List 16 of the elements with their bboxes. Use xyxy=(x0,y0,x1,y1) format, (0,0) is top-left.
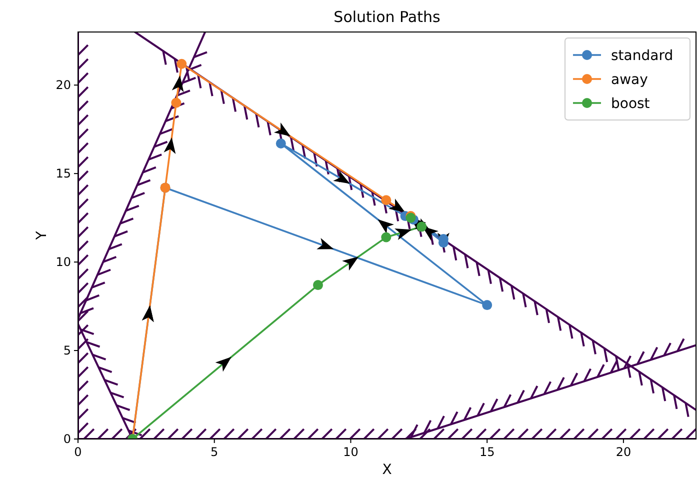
x-tick-label: 20 xyxy=(616,445,632,459)
legend-label: standard xyxy=(611,48,674,64)
x-tick-label: 5 xyxy=(210,445,218,459)
chart-title: Solution Paths xyxy=(334,8,441,26)
legend-label: away xyxy=(611,72,648,88)
x-tick-label: 10 xyxy=(343,445,358,459)
y-tick-label: 0 xyxy=(63,432,71,446)
y-axis-title: Y xyxy=(34,230,50,241)
x-tick-label: 15 xyxy=(479,445,495,459)
y-tick-label: 10 xyxy=(56,255,71,270)
y-tick-label: 15 xyxy=(56,166,71,181)
x-axis-title: X xyxy=(382,462,392,478)
legend-label: boost xyxy=(611,96,650,112)
x-tick-label: 0 xyxy=(74,445,82,459)
y-tick-label: 5 xyxy=(63,344,71,358)
y-tick-label: 20 xyxy=(56,78,71,92)
